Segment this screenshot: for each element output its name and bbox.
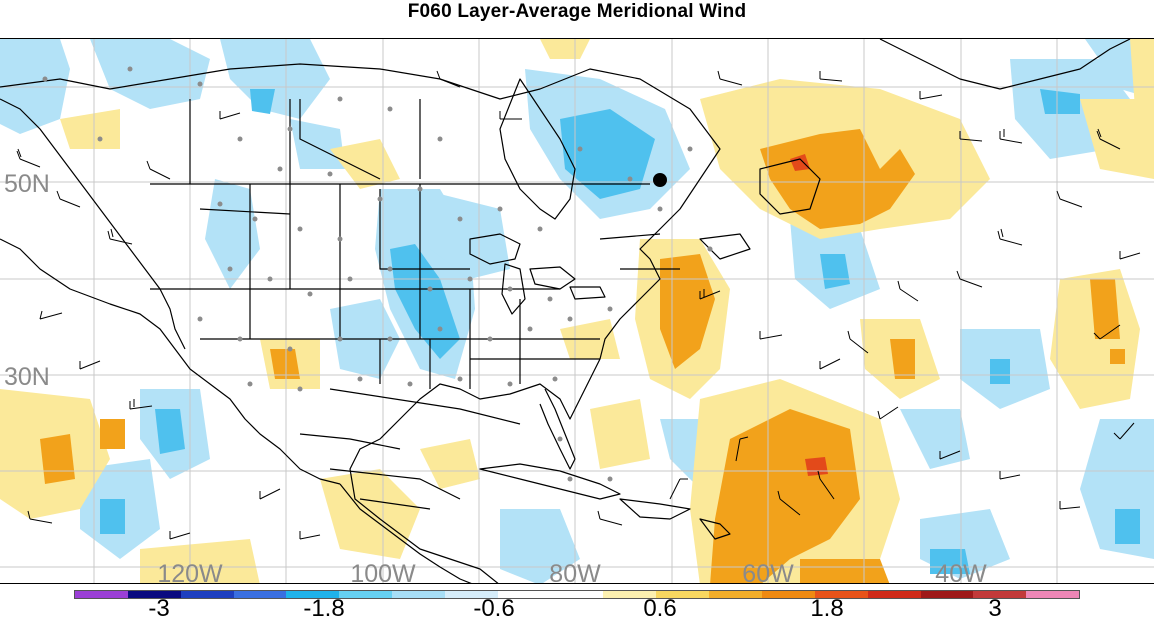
color-scale-segment <box>1026 591 1080 598</box>
color-scale-segment <box>603 591 657 598</box>
color-scale-segment <box>867 591 921 598</box>
color-scale-segment <box>286 591 340 598</box>
color-scale-label: 1.8 <box>810 595 844 622</box>
color-scale-segment <box>339 591 393 598</box>
color-scale-segment <box>497 591 551 598</box>
lon-label-120w: 120W <box>157 560 223 584</box>
color-scale-segment <box>814 591 868 598</box>
color-scale-label: -0.6 <box>473 595 515 622</box>
positive-anomaly-shading <box>0 39 1154 583</box>
color-scale-bar <box>74 590 1080 599</box>
color-scale-segment <box>709 591 762 598</box>
color-scale-label: -3 <box>148 595 170 622</box>
highlight-point <box>653 173 667 187</box>
map-panel: 50N 30N 120W 100W 80W 60W 40W <box>0 38 1154 584</box>
color-scale-segment <box>127 591 181 598</box>
color-scale-segment <box>550 591 604 598</box>
color-scale-segment <box>656 591 710 598</box>
color-scale-segment <box>973 591 1027 598</box>
color-scale-segment <box>920 591 974 598</box>
lon-label-100w: 100W <box>350 560 416 584</box>
latitude-labels: 50N 30N <box>4 170 50 391</box>
color-scale-label: 0.6 <box>643 595 677 622</box>
color-scale-segment <box>761 591 815 598</box>
color-scale-segment <box>233 591 287 598</box>
coastlines-and-borders <box>0 39 1131 583</box>
color-scale-segment <box>180 591 234 598</box>
lon-label-60w: 60W <box>742 560 794 584</box>
wind-barbs <box>16 70 1141 540</box>
chart-title: F060 Layer-Average Meridional Wind <box>407 1 747 22</box>
station-dots <box>42 66 713 482</box>
negative-anomaly-shading <box>0 39 1154 583</box>
map-svg: 50N 30N 120W 100W 80W 60W 40W <box>0 39 1154 584</box>
lat-label-30n: 30N <box>4 363 50 391</box>
color-scale-labels: -3 -1.8 -0.6 0.6 1.8 3 <box>0 596 1154 622</box>
lat-label-50n: 50N <box>4 170 50 198</box>
color-scale-label: 3 <box>988 595 1002 622</box>
color-scale-label: -1.8 <box>303 595 345 622</box>
color-scale-segment <box>75 591 128 598</box>
longitude-labels: 120W 100W 80W 60W 40W <box>157 560 987 584</box>
lon-label-80w: 80W <box>549 560 601 584</box>
lon-label-40w: 40W <box>935 560 987 584</box>
color-scale-segment <box>444 591 498 598</box>
color-scale-segment <box>392 591 445 598</box>
